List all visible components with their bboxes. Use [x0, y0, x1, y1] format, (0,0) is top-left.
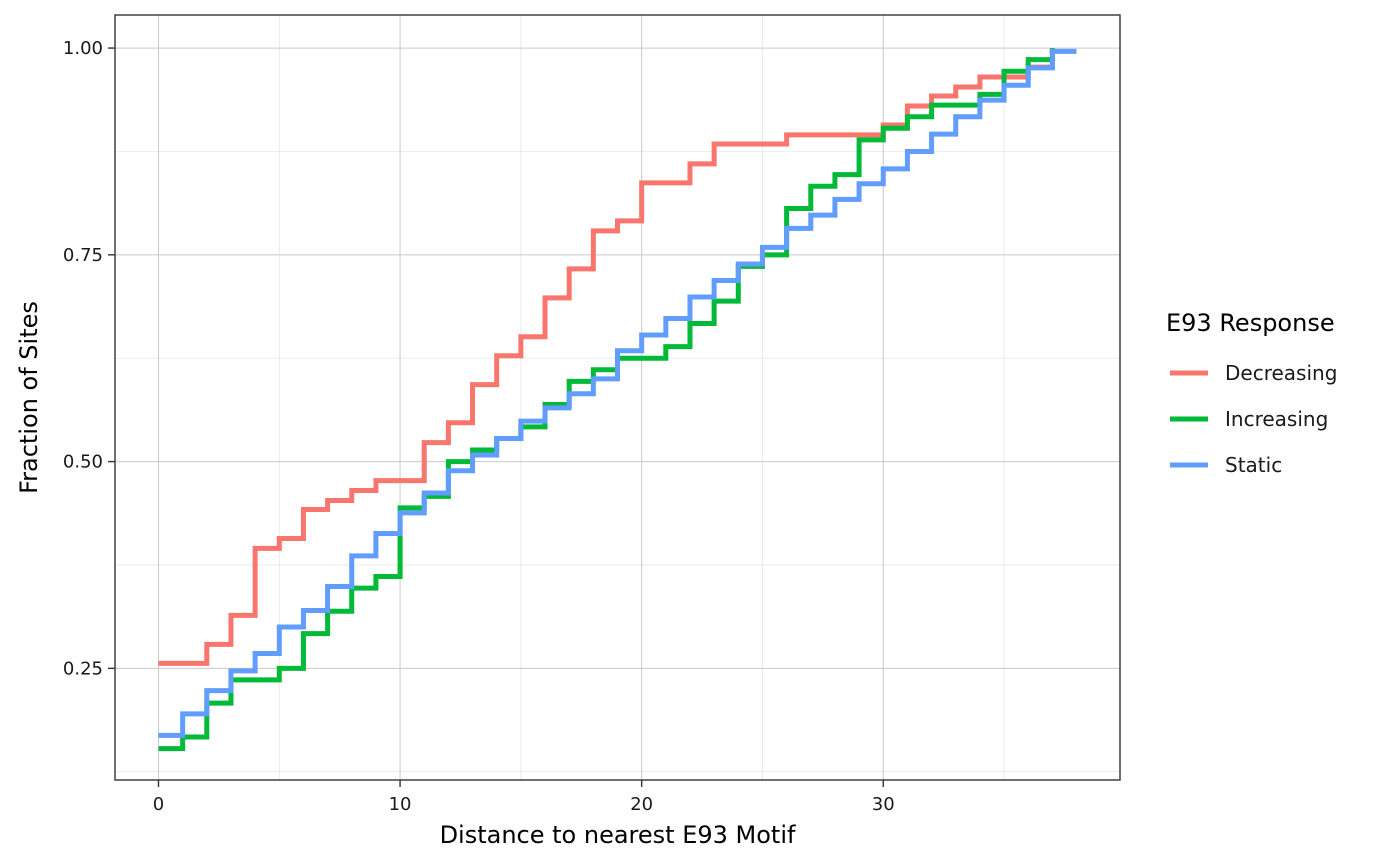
series-line-decreasing	[158, 48, 1055, 666]
legend-label-static: Static	[1225, 453, 1282, 477]
series-line-increasing	[158, 48, 1055, 752]
legend-title: E93 Response	[1166, 309, 1335, 337]
major-gridlines	[115, 15, 1120, 780]
legend-items: Decreasing Increasing Static	[1170, 361, 1337, 477]
x-tick-label: 0	[153, 794, 164, 815]
axis-ticks	[108, 47, 884, 787]
plot-panel-border	[114, 14, 1121, 781]
tick-labels: 0 10 20 30 0.25 0.50 0.75 1.00	[63, 38, 895, 815]
legend: E93 Response Decreasing Increasing Static	[1166, 309, 1337, 477]
y-tick-label: 1.00	[63, 38, 103, 59]
y-tick-label: 0.75	[63, 245, 103, 266]
x-axis-title: Distance to nearest E93 Motif	[440, 821, 796, 849]
y-tick-label: 0.25	[63, 658, 103, 679]
y-tick-label: 0.50	[63, 452, 103, 473]
series-line-static	[158, 48, 1077, 738]
x-tick-label: 10	[389, 794, 412, 815]
legend-label-increasing: Increasing	[1225, 407, 1328, 431]
x-tick-label: 30	[872, 794, 895, 815]
y-axis-title: Fraction of Sites	[15, 301, 43, 494]
series-layer	[158, 48, 1077, 752]
x-tick-label: 20	[630, 794, 653, 815]
legend-label-decreasing: Decreasing	[1225, 361, 1337, 385]
